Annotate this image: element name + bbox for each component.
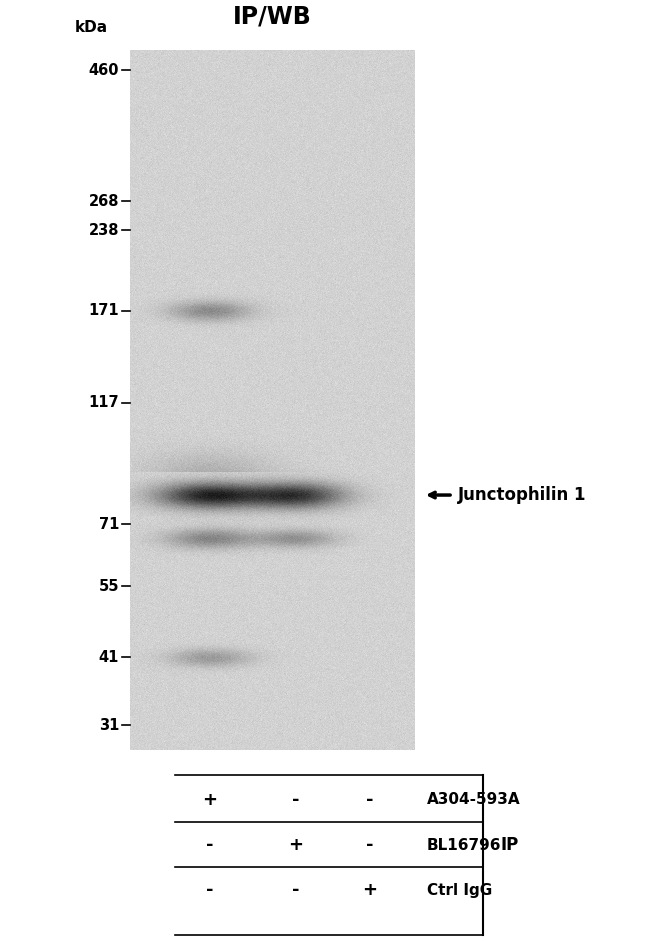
Text: -: - bbox=[292, 881, 299, 899]
Text: 31: 31 bbox=[99, 718, 119, 733]
Text: 171: 171 bbox=[88, 303, 119, 318]
Bar bbox=[130, 50, 415, 750]
Text: Junctophilin 1: Junctophilin 1 bbox=[458, 486, 586, 504]
Text: 117: 117 bbox=[88, 395, 119, 410]
Text: IP: IP bbox=[500, 836, 518, 854]
Text: Ctrl IgG: Ctrl IgG bbox=[427, 883, 492, 898]
Text: -: - bbox=[292, 791, 299, 809]
Text: kDa: kDa bbox=[75, 20, 108, 35]
Text: -: - bbox=[366, 836, 373, 854]
Text: A304-593A: A304-593A bbox=[427, 792, 521, 807]
Text: 238: 238 bbox=[88, 223, 119, 238]
Text: 71: 71 bbox=[99, 517, 119, 532]
Text: 41: 41 bbox=[99, 650, 119, 665]
Text: +: + bbox=[202, 791, 217, 809]
Text: +: + bbox=[362, 881, 377, 899]
Text: -: - bbox=[366, 791, 373, 809]
Text: +: + bbox=[288, 836, 303, 854]
Text: 268: 268 bbox=[88, 194, 119, 209]
Text: -: - bbox=[206, 881, 214, 899]
Text: -: - bbox=[206, 836, 214, 854]
Text: IP/WB: IP/WB bbox=[233, 4, 312, 28]
Text: 460: 460 bbox=[88, 63, 119, 78]
Text: BL16796: BL16796 bbox=[427, 837, 502, 853]
Text: 55: 55 bbox=[99, 579, 119, 594]
